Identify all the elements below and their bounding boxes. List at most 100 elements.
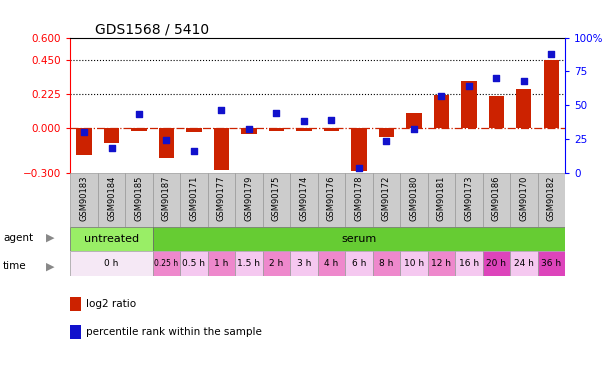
Point — [327, 117, 337, 123]
Bar — [131, 128, 147, 130]
Text: 2 h: 2 h — [269, 259, 284, 268]
Text: 16 h: 16 h — [459, 259, 479, 268]
Bar — [318, 172, 345, 226]
Bar — [290, 172, 318, 226]
Bar — [153, 226, 565, 251]
Bar — [483, 251, 510, 276]
Bar — [180, 172, 208, 226]
Text: percentile rank within the sample: percentile rank within the sample — [86, 327, 262, 337]
Text: ▶: ▶ — [46, 261, 54, 271]
Text: 10 h: 10 h — [404, 259, 424, 268]
Text: GSM90181: GSM90181 — [437, 175, 446, 220]
Bar — [373, 251, 400, 276]
Text: 3 h: 3 h — [297, 259, 311, 268]
Text: 20 h: 20 h — [486, 259, 507, 268]
Bar — [324, 128, 339, 130]
Bar — [434, 94, 449, 128]
Bar — [455, 172, 483, 226]
Bar — [483, 172, 510, 226]
Text: 1 h: 1 h — [214, 259, 229, 268]
Bar — [428, 172, 455, 226]
Bar — [489, 96, 504, 128]
Bar — [269, 128, 284, 130]
Bar — [214, 128, 229, 170]
Text: serum: serum — [342, 234, 376, 244]
Bar — [76, 128, 92, 154]
Text: 12 h: 12 h — [431, 259, 452, 268]
Bar — [98, 172, 125, 226]
Text: 1.5 h: 1.5 h — [238, 259, 260, 268]
Bar — [290, 251, 318, 276]
Text: GSM90174: GSM90174 — [299, 175, 309, 220]
Text: GSM90186: GSM90186 — [492, 175, 501, 221]
Text: GSM90179: GSM90179 — [244, 175, 254, 220]
Bar — [538, 251, 565, 276]
Bar — [153, 251, 180, 276]
Text: GSM90172: GSM90172 — [382, 175, 391, 220]
Bar — [400, 172, 428, 226]
Bar — [379, 128, 394, 136]
Bar — [296, 128, 312, 130]
Text: GSM90170: GSM90170 — [519, 175, 529, 220]
Text: ▶: ▶ — [46, 233, 54, 243]
Point — [547, 51, 557, 57]
Text: 0 h: 0 h — [104, 259, 119, 268]
Text: GSM90180: GSM90180 — [409, 175, 419, 220]
Point — [217, 107, 227, 113]
Bar — [544, 60, 559, 128]
Bar — [241, 128, 257, 134]
Text: 8 h: 8 h — [379, 259, 393, 268]
Bar — [461, 81, 477, 128]
Bar — [235, 251, 263, 276]
Text: GSM90175: GSM90175 — [272, 175, 281, 220]
Text: untreated: untreated — [84, 234, 139, 244]
Text: log2 ratio: log2 ratio — [86, 299, 136, 309]
Text: GSM90173: GSM90173 — [464, 175, 474, 221]
Bar — [318, 251, 345, 276]
Point — [272, 110, 282, 116]
Bar — [455, 251, 483, 276]
Text: GSM90184: GSM90184 — [107, 175, 116, 220]
Text: 0.5 h: 0.5 h — [183, 259, 205, 268]
Point — [354, 165, 364, 171]
Bar — [180, 251, 208, 276]
Bar — [406, 112, 422, 128]
Bar — [263, 251, 290, 276]
Bar — [538, 172, 565, 226]
Text: 0.25 h: 0.25 h — [155, 259, 178, 268]
Text: agent: agent — [3, 233, 33, 243]
Bar — [125, 172, 153, 226]
Bar — [159, 128, 174, 158]
Bar — [70, 251, 153, 276]
Bar — [373, 172, 400, 226]
Point — [519, 78, 529, 84]
Bar — [235, 172, 263, 226]
Bar — [345, 251, 373, 276]
Point — [244, 126, 254, 132]
Point — [189, 148, 199, 154]
Point — [437, 93, 447, 99]
Point — [299, 118, 309, 124]
Text: GSM90183: GSM90183 — [79, 175, 89, 221]
Text: time: time — [3, 261, 27, 271]
Text: 36 h: 36 h — [541, 259, 562, 268]
Text: GSM90171: GSM90171 — [189, 175, 199, 220]
Text: GSM90176: GSM90176 — [327, 175, 336, 221]
Text: 4 h: 4 h — [324, 259, 338, 268]
Bar — [345, 172, 373, 226]
Text: 6 h: 6 h — [352, 259, 366, 268]
Bar — [70, 226, 153, 251]
Bar — [208, 172, 235, 226]
Text: GSM90185: GSM90185 — [134, 175, 144, 220]
Bar — [153, 172, 180, 226]
Point — [107, 145, 117, 151]
Text: GDS1568 / 5410: GDS1568 / 5410 — [95, 22, 209, 36]
Point — [79, 129, 89, 135]
Bar — [208, 251, 235, 276]
Point — [381, 138, 392, 144]
Text: GSM90187: GSM90187 — [162, 175, 171, 221]
Bar — [263, 172, 290, 226]
Bar — [428, 251, 455, 276]
Bar — [510, 251, 538, 276]
Point — [161, 137, 171, 143]
